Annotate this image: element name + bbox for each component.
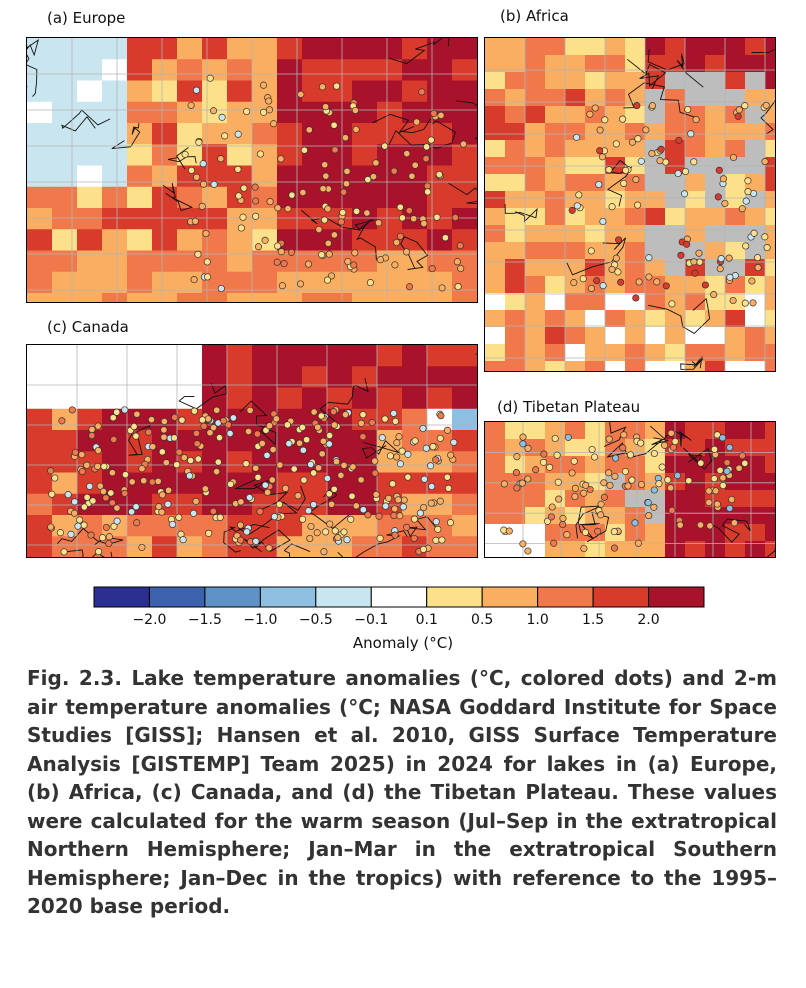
- colorbar-title: Anomaly (°C): [352, 634, 454, 652]
- colorbar-tick-label: −0.5: [298, 612, 333, 628]
- europe-map-svg: [27, 38, 477, 302]
- canada-map: [26, 344, 478, 558]
- europe-panel-label: (a) Europe: [47, 9, 126, 27]
- africa-map-svg: [485, 38, 775, 371]
- colorbar-tick-label: −1.5: [187, 612, 222, 628]
- colorbar-swatch: [537, 586, 594, 608]
- africa-map: [484, 37, 776, 372]
- colorbar-tick-label: 2.0: [637, 612, 660, 628]
- colorbar-swatch: [370, 586, 428, 608]
- tibet-panel-label: (d) Tibetan Plateau: [497, 398, 641, 416]
- figure-caption: Fig. 2.3. Lake temperature anomalies (°C…: [27, 666, 777, 918]
- colorbar-swatch: [592, 586, 650, 608]
- colorbar-tick-label: 0.5: [471, 612, 494, 628]
- colorbar-tick-label: −2.0: [132, 612, 167, 628]
- anomaly-colorbar: [93, 586, 705, 608]
- colorbar-swatch: [148, 586, 206, 608]
- canada-map-svg: [27, 345, 477, 557]
- africa-panel-label: (b) Africa: [500, 7, 569, 25]
- colorbar-swatch: [648, 586, 705, 608]
- colorbar-swatch: [204, 586, 261, 608]
- colorbar-tick-label: −0.1: [354, 612, 389, 628]
- canada-panel-label: (c) Canada: [47, 318, 129, 336]
- colorbar-tick-label: 1.5: [581, 612, 605, 628]
- colorbar-tick-label: −1.0: [243, 612, 278, 628]
- colorbar-swatch: [481, 586, 539, 608]
- colorbar-swatch: [259, 586, 317, 608]
- colorbar-swatch: [426, 586, 483, 608]
- colorbar-swatch: [315, 586, 372, 608]
- europe-map: [26, 37, 478, 303]
- colorbar-tick-label: 0.1: [415, 612, 438, 628]
- colorbar-swatch: [93, 586, 150, 608]
- tibet-map: [484, 421, 776, 558]
- tibet-map-svg: [485, 422, 775, 557]
- colorbar-tick-label: 1.0: [526, 612, 549, 628]
